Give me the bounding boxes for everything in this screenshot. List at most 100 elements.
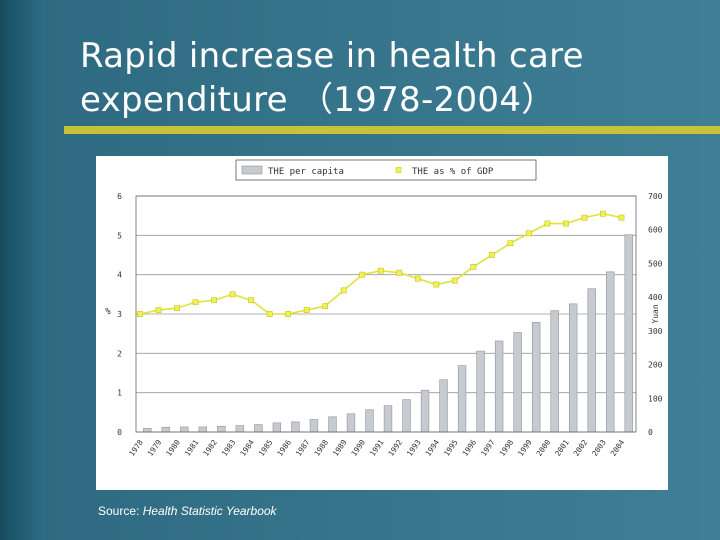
- y-left-tick-label: 6: [117, 192, 122, 201]
- line-point: [155, 307, 162, 313]
- line-point: [600, 210, 606, 217]
- legend-swatch-line: [395, 167, 402, 173]
- y-left-tick-label: 2: [117, 349, 122, 358]
- line-point: [192, 299, 199, 306]
- source-note: Source: Health Statistic Yearbook: [98, 504, 277, 518]
- combo-chart: THE per capita THE as % of GDP 0 1 2 3 4 5 6 0 10…: [105, 159, 663, 458]
- legend-label: THE as % of GDP: [412, 167, 494, 177]
- bar: [606, 271, 615, 433]
- y-right-tick-label: 600: [648, 226, 663, 235]
- line-point: [526, 230, 532, 237]
- bar: [550, 310, 559, 433]
- x-tick-label: 1998: [498, 438, 516, 458]
- line-point: [544, 220, 551, 227]
- y-left-tick-label: 1: [117, 389, 122, 398]
- line-point: [563, 220, 569, 227]
- line-point: [211, 297, 217, 304]
- x-tick-label: 1991: [368, 438, 386, 458]
- bar: [235, 425, 245, 433]
- line-point: [414, 275, 421, 282]
- source-name: Health Statistic Yearbook: [142, 504, 277, 518]
- slide-title-line-2: expenditure （1978-2004）: [80, 80, 556, 120]
- line-point: [618, 214, 625, 221]
- line-point: [377, 267, 384, 274]
- bar: [328, 416, 337, 433]
- x-tick-label: 1990: [349, 438, 367, 458]
- y-right-tick-label: 0: [648, 428, 653, 437]
- bar: [476, 350, 485, 433]
- source-prefix: Source:: [98, 504, 143, 518]
- line-point: [581, 214, 588, 221]
- x-tick-label: 2004: [609, 438, 627, 458]
- bar: [624, 234, 633, 433]
- x-tick-label: 1984: [238, 438, 256, 458]
- bar-series: [143, 234, 633, 433]
- y-right-tick-label: 200: [648, 361, 663, 370]
- bar: [420, 389, 430, 433]
- x-tick-label: 1987: [294, 438, 312, 458]
- line-point: [303, 307, 310, 313]
- bar: [587, 288, 596, 433]
- x-tick-label: 1978: [127, 438, 145, 458]
- y-right-tick-label: 300: [648, 327, 663, 336]
- y-left-tick-label: 0: [117, 428, 122, 437]
- title-accent-bar: [64, 126, 720, 134]
- bar: [402, 399, 411, 433]
- bar: [309, 419, 319, 433]
- legend-box: [235, 159, 537, 181]
- x-tick-label: 1982: [201, 438, 219, 458]
- x-tick-label: 1989: [331, 438, 349, 458]
- x-tick-label: 1985: [257, 438, 275, 458]
- bar: [346, 413, 356, 433]
- x-tick-label: 1980: [164, 438, 182, 458]
- x-tick-label: 1988: [312, 438, 330, 458]
- y-right-tick-label: 100: [648, 394, 663, 403]
- y-right-tick-label: 500: [648, 259, 663, 268]
- x-tick-label: 1979: [146, 438, 164, 458]
- slide-title: Rapid increase in health care expenditur…: [80, 34, 710, 122]
- x-tick-label: 2000: [535, 438, 553, 458]
- chart-gridlines: [136, 195, 636, 433]
- x-tick-label: 1995: [442, 438, 460, 458]
- line-point: [266, 311, 273, 317]
- bar: [217, 425, 226, 433]
- x-tick-label: 1996: [460, 438, 478, 458]
- plot-frame: [135, 195, 637, 433]
- x-tick-label: 1981: [183, 438, 201, 458]
- x-tick-label: 1986: [275, 438, 293, 458]
- y-left-tick-label: 5: [117, 231, 122, 240]
- x-tick-label: 2003: [590, 438, 608, 458]
- line-point: [248, 297, 254, 304]
- bar: [254, 424, 263, 433]
- bar: [180, 426, 189, 433]
- x-tick-label: 1992: [386, 438, 404, 458]
- chart-legend: THE per capita THE as % of GDP: [235, 159, 537, 181]
- bar: [513, 332, 522, 433]
- line-point: [433, 281, 440, 288]
- x-tick-label: 1993: [405, 438, 423, 458]
- y-left-tick-label: 4: [117, 271, 122, 280]
- bar: [291, 421, 300, 433]
- x-tick-label: 1999: [516, 438, 534, 458]
- y-right-tick-label: 700: [648, 192, 663, 201]
- bar: [494, 340, 504, 433]
- line-point: [507, 240, 514, 247]
- x-tick-label: 2002: [572, 438, 590, 458]
- left-decorative-band: [0, 0, 44, 540]
- bar: [272, 422, 282, 433]
- y-right-tick-label: 400: [648, 293, 663, 302]
- line-point: [489, 252, 495, 258]
- x-tick-label: 1997: [479, 438, 497, 458]
- line-series: [137, 210, 625, 317]
- legend-label: THE per capita: [268, 167, 344, 177]
- line-point: [359, 271, 366, 278]
- slide-title-line-1: Rapid increase in health care: [80, 36, 584, 76]
- bar: [161, 426, 170, 433]
- line-point: [470, 263, 477, 270]
- chart-panel: THE per capita THE as % of GDP 0 1 2 3 4 5 6 0 10…: [96, 156, 668, 490]
- line-point: [174, 305, 180, 311]
- y-left-axis-label: %: [105, 307, 111, 317]
- bar: [531, 322, 541, 433]
- x-tick-label: 2001: [553, 438, 571, 458]
- line-point: [229, 291, 236, 298]
